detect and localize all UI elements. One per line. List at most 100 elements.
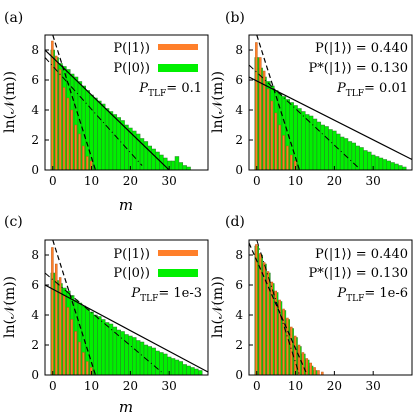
x-tick-label: 0 (49, 379, 57, 393)
fit-line (45, 284, 208, 373)
stats-annotation: P(|1⟩) = 0.440 P*(|1⟩) = 0.130 PTLF= 0.0… (309, 41, 409, 99)
lines-layer (249, 240, 308, 375)
panel-label: (d) (225, 214, 245, 230)
y-tick-label: 4 (235, 308, 243, 322)
x-tick-label: 20 (123, 379, 138, 393)
ptlf-annotation: PTLF= 0.1 (138, 81, 202, 99)
bar-p0 (198, 370, 203, 375)
bar-p1 (317, 370, 320, 375)
bar-p0 (332, 130, 337, 170)
bar-p0 (374, 156, 380, 170)
panel-label: (b) (225, 10, 245, 26)
panel-label: (c) (4, 214, 23, 230)
bar-p0 (155, 151, 160, 170)
legend-label-p0: P(|0⟩) (113, 266, 150, 281)
y-tick-label: 8 (31, 43, 39, 57)
bar-p1 (89, 160, 93, 170)
bar-p1 (58, 69, 62, 170)
bar-p0 (190, 367, 195, 375)
bar-p0 (116, 117, 121, 170)
bar-p1 (70, 319, 73, 375)
legend-label-p0: P(|0⟩) (113, 61, 150, 76)
bar-p1 (86, 156, 89, 170)
legend-swatch-p0 (158, 64, 198, 72)
bar-p0 (128, 335, 133, 375)
bar-p1 (278, 299, 281, 375)
bar-p1 (293, 160, 297, 170)
x-tick-label: 30 (366, 174, 381, 188)
bar-p1 (62, 295, 66, 375)
stats-annotation: P(|1⟩) = 0.440 P*(|1⟩) = 0.130 PTLF= 1e-… (309, 247, 409, 304)
bar-p1 (259, 253, 262, 375)
legend: P(|1⟩) P(|0⟩) (113, 41, 198, 76)
p1-annotation: P(|1⟩) = 0.440 (315, 247, 408, 262)
dashdot-fit-line (45, 57, 143, 166)
bar-p0 (324, 126, 329, 170)
y-tick-label: 2 (235, 133, 243, 147)
dashdot-fit-line (256, 240, 300, 375)
bar-p0 (163, 353, 168, 375)
x-tick-label: 20 (327, 174, 342, 188)
bar-p0 (351, 142, 356, 170)
bar-p0 (116, 329, 121, 375)
tick-layer: 0 2 4 6 8 0 10 20 30 (235, 248, 380, 393)
lines-layer (249, 35, 412, 170)
bar-p0 (93, 314, 98, 375)
bar-p1 (266, 88, 270, 170)
bar-p1 (274, 290, 277, 375)
p1-annotation: P(|1⟩) = 0.440 (315, 41, 408, 56)
tick-layer: 0 2 4 6 8 0 10 20 30 (31, 43, 176, 188)
ptlf-annotation: PTLF= 0.01 (336, 81, 408, 99)
y-tick-label: 6 (31, 278, 39, 292)
bar-p1 (74, 124, 77, 170)
bar-p0 (347, 141, 353, 170)
bar-p0 (112, 114, 118, 170)
panel-c: 0 2 4 6 8 0 10 20 30 (c) ln(𝒩(m)) m P(|1⟩) P(|0⟩… (2, 214, 209, 416)
y-tick-label: 6 (235, 278, 243, 292)
bar-p0 (386, 160, 391, 170)
bar-p1 (286, 145, 289, 170)
y-tick-label: 8 (235, 248, 243, 262)
bars-layer (50, 247, 203, 375)
x-tick-label: 30 (366, 379, 381, 393)
y-tick-label: 6 (235, 73, 243, 87)
y-tick-label: 4 (31, 308, 39, 322)
bar-p0 (108, 111, 114, 170)
bar-p0 (301, 111, 306, 170)
legend-swatch-p0 (158, 269, 198, 277)
legend: P(|1⟩) P(|0⟩) (113, 247, 198, 281)
bar-p0 (339, 136, 345, 170)
bar-p0 (390, 162, 395, 170)
bar-p0 (305, 114, 310, 170)
x-tick-label: 10 (288, 174, 303, 188)
bar-p1 (86, 361, 89, 375)
bar-p1 (321, 371, 324, 375)
bar-p1 (270, 100, 274, 170)
x-axis-label: m (119, 196, 133, 214)
bar-p1 (262, 70, 266, 170)
plot-frame (248, 239, 413, 376)
legend-label-p1: P(|1⟩) (113, 41, 150, 56)
bar-p0 (186, 365, 191, 375)
x-tick-label: 0 (253, 379, 261, 393)
bars-layer (254, 244, 324, 375)
y-tick-label: 4 (31, 103, 39, 117)
bar-p1 (270, 281, 274, 375)
panel-b: 0 2 4 6 8 0 10 20 30 (b) ln(𝒩(m)) P(|1⟩) = 0.440… (210, 10, 413, 188)
ptlf-annotation: PTLF= 1e-6 (336, 286, 408, 304)
y-tick-label: 2 (235, 338, 243, 352)
bar-p1 (62, 87, 66, 170)
bar-p0 (182, 165, 187, 170)
y-tick-label: 2 (31, 133, 39, 147)
bar-p0 (174, 156, 180, 170)
bar-p1 (305, 358, 309, 375)
fit-line (249, 76, 412, 161)
bar-p0 (170, 160, 176, 170)
y-tick-label: 4 (235, 103, 243, 117)
y-tick-label: 8 (31, 248, 39, 262)
bar-p0 (178, 162, 184, 170)
lines-layer (45, 240, 208, 375)
y-tick-label: 0 (31, 163, 39, 177)
bar-p1 (51, 247, 54, 375)
